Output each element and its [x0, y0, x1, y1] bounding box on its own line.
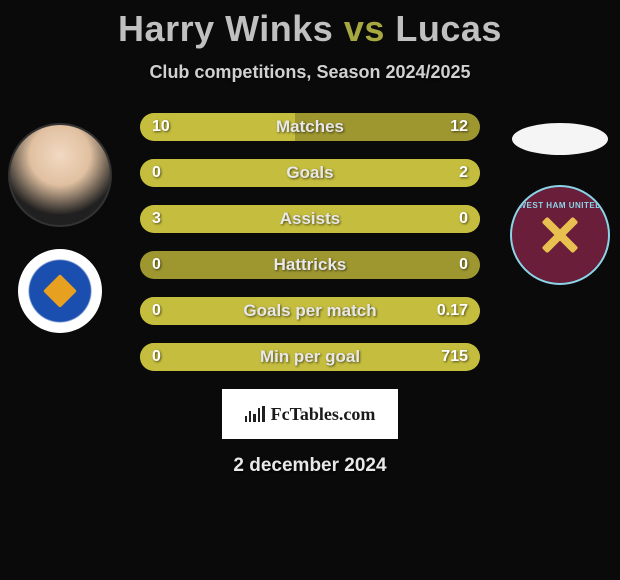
stats-bars-container: 1012Matches 02Goals 30Assists 00Hattricks 00… [140, 113, 480, 371]
content-area: WEST HAM UNITED 1012Matches 02Goals 30Assi… [0, 113, 620, 371]
subtitle: Club competitions, Season 2024/2025 [0, 62, 620, 83]
comparison-title: Harry Winks vs Lucas [0, 0, 620, 50]
fctables-chart-icon [245, 406, 265, 422]
stat-label: Goals per match [140, 297, 480, 325]
vs-text: vs [344, 8, 385, 49]
stat-bar: 02Goals [140, 159, 480, 187]
stat-bar: 00.17Goals per match [140, 297, 480, 325]
stat-label: Matches [140, 113, 480, 141]
left-player-column [0, 113, 120, 333]
date-text: 2 december 2024 [0, 455, 620, 477]
hammers-icon [538, 213, 582, 257]
fctables-logo-text: FcTables.com [271, 404, 376, 425]
stat-label: Goals [140, 159, 480, 187]
player1-avatar [8, 123, 112, 227]
player2-name: Lucas [395, 8, 502, 49]
leicester-crest-icon [18, 249, 102, 333]
stat-bar: 30Assists [140, 205, 480, 233]
westham-crest-text: WEST HAM UNITED [512, 201, 608, 210]
player2-avatar-placeholder [512, 123, 608, 155]
stat-bar: 0715Min per goal [140, 343, 480, 371]
branding-box: FcTables.com [222, 389, 398, 439]
westham-crest-icon: WEST HAM UNITED [510, 185, 610, 285]
right-player-column: WEST HAM UNITED [500, 113, 620, 285]
stat-bar: 00Hattricks [140, 251, 480, 279]
stat-label: Hattricks [140, 251, 480, 279]
stat-label: Assists [140, 205, 480, 233]
stat-bar: 1012Matches [140, 113, 480, 141]
stat-label: Min per goal [140, 343, 480, 371]
player1-name: Harry Winks [118, 8, 333, 49]
